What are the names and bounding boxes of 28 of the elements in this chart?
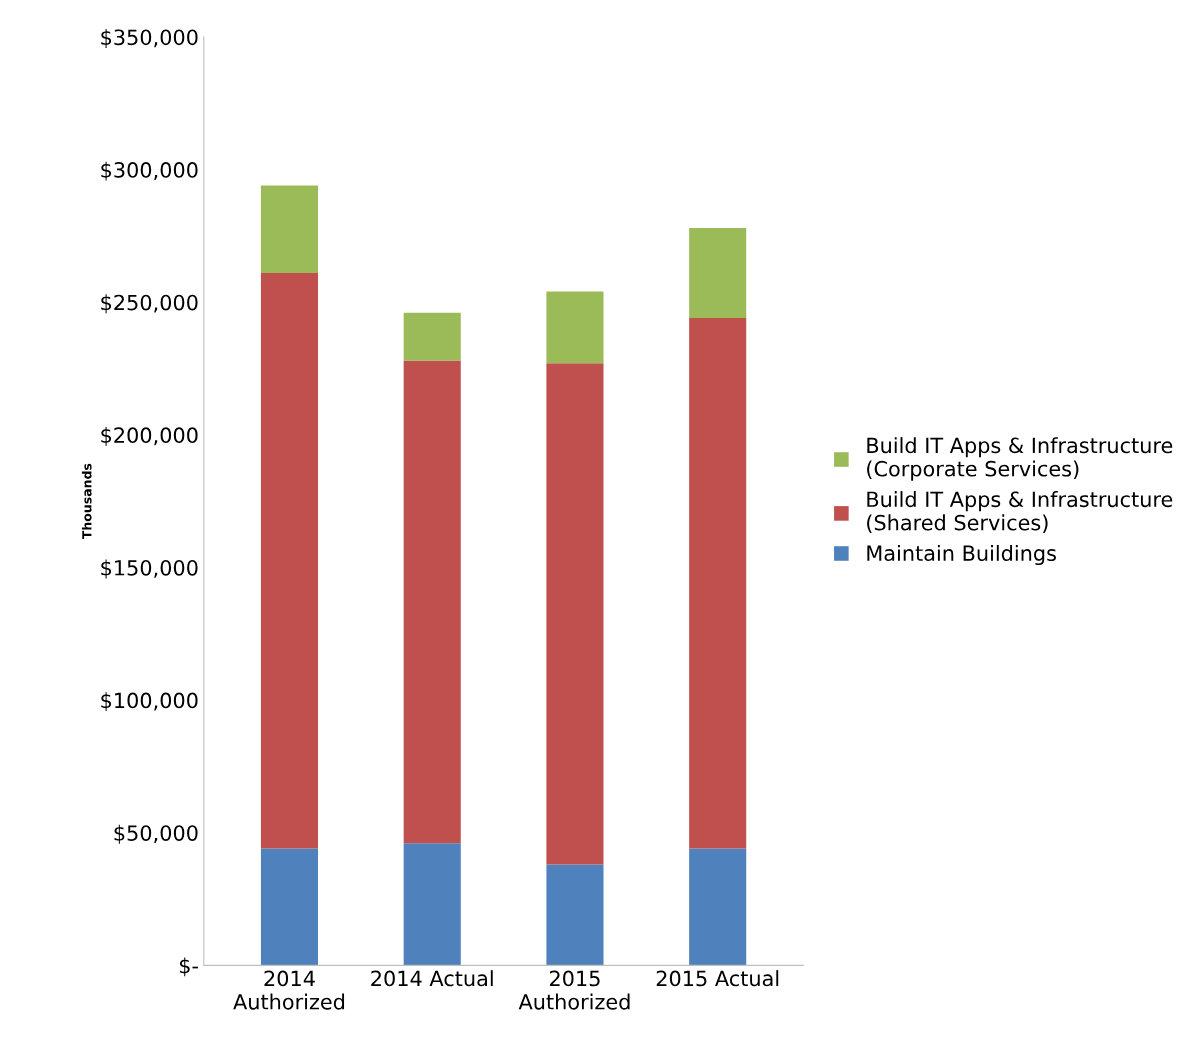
x-tick-label: 2015 Actual — [656, 970, 779, 987]
x-tick-label: 2014 Authorized — [233, 970, 345, 1010]
bar — [546, 363, 604, 865]
bar — [403, 312, 461, 361]
y-tick-label: $- — [179, 957, 198, 977]
y-tick-label: $150,000 — [101, 559, 198, 579]
x-tick-label: 2015 Authorized — [518, 970, 630, 1010]
y-tick-label: $200,000 — [101, 426, 198, 446]
bar — [403, 843, 461, 966]
bar — [689, 227, 747, 319]
bar — [689, 848, 747, 966]
y-tick-label: $250,000 — [101, 294, 198, 314]
legend-label: Build IT Apps & Infrastructure (Corporate Services) — [867, 437, 1173, 481]
bar — [546, 291, 604, 364]
bar — [546, 864, 604, 966]
y-tick-label: $350,000 — [101, 29, 198, 48]
bar — [260, 185, 319, 273]
legend-label: Build IT Apps & Infrastructure (Shared Services) — [867, 491, 1173, 533]
y-tick-label: $300,000 — [101, 161, 198, 181]
legend-label: Maintain Buildings — [867, 544, 1056, 566]
bar — [403, 360, 461, 844]
bar — [260, 848, 319, 966]
y-axis-title: Thousands — [81, 463, 92, 540]
y-tick-label: $50,000 — [114, 824, 198, 844]
bar — [260, 273, 319, 849]
bar — [689, 318, 747, 849]
x-tick-label: 2014 Actual — [371, 970, 493, 987]
y-tick-label: $100,000 — [101, 692, 198, 712]
